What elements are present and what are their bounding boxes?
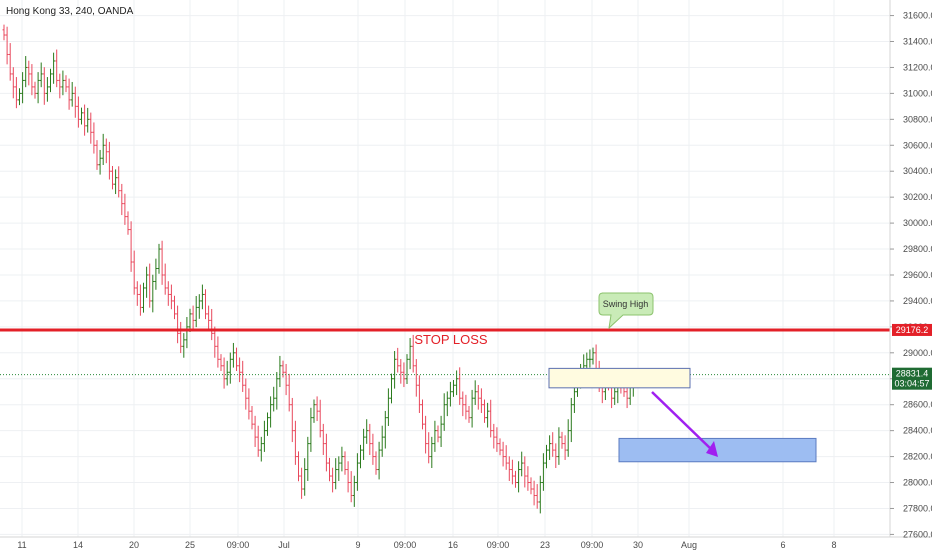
y-tick-label: 30200.0	[903, 192, 932, 202]
y-tick-label: 28600.0	[903, 400, 932, 410]
y-tick-label: 30000.0	[903, 218, 932, 228]
y-tick-label: 29800.0	[903, 244, 932, 254]
x-tick-label: 6	[780, 540, 785, 550]
current-price-label: 28831.4	[896, 369, 929, 379]
stop-loss-label: STOP LOSS	[414, 332, 488, 347]
x-tick-label: 30	[633, 540, 643, 550]
y-tick-label: 31600.0	[903, 11, 932, 21]
x-tick-label: 9	[355, 540, 360, 550]
overlay-layer: STOP LOSS Swing High	[0, 292, 890, 463]
swing-high-label: Swing High	[603, 299, 649, 309]
stop-loss-price-label: 29176.2	[896, 325, 929, 335]
stop-loss-price-tag	[892, 323, 932, 336]
x-tick-label: Aug	[681, 540, 697, 550]
candlestick-series	[2, 24, 635, 514]
target-box[interactable]	[618, 437, 817, 463]
countdown-label: 03:04:57	[894, 379, 929, 389]
y-tick-label: 27600.0	[903, 529, 932, 539]
x-tick-label: 14	[73, 540, 83, 550]
arrow-head	[706, 441, 718, 457]
callout-bubble	[598, 292, 654, 330]
y-tick-label: 30600.0	[903, 140, 932, 150]
x-tick-label: 25	[185, 540, 195, 550]
y-tick-label: 27800.0	[903, 503, 932, 513]
x-tick-label: 09:00	[487, 540, 510, 550]
x-tick-label: 8	[831, 540, 836, 550]
swing-high-callout[interactable]: Swing High	[598, 292, 654, 330]
y-tick-label: 31000.0	[903, 88, 932, 98]
y-axis-panel[interactable]	[890, 0, 932, 550]
y-tick-label: 29000.0	[903, 348, 932, 358]
y-tick-label: 30400.0	[903, 166, 932, 176]
consolidation-box[interactable]	[548, 367, 691, 389]
x-tick-label: 16	[448, 540, 458, 550]
x-tick-label: 23	[540, 540, 550, 550]
x-tick-label: 09:00	[394, 540, 417, 550]
y-tick-label: 28200.0	[903, 452, 932, 462]
y-tick-label: 28000.0	[903, 478, 932, 488]
y-tick-label: 28400.0	[903, 426, 932, 436]
x-tick-label: Jul	[278, 540, 290, 550]
x-tick-label: 09:00	[227, 540, 250, 550]
x-tick-label: 11	[17, 540, 26, 550]
y-tick-label: 29600.0	[903, 270, 932, 280]
x-tick-label: 20	[129, 540, 139, 550]
x-tick-label: 09:00	[581, 540, 604, 550]
y-tick-label: 31400.0	[903, 37, 932, 47]
y-tick-label: 30800.0	[903, 114, 932, 124]
chart-title: Hong Kong 33, 240, OANDA	[6, 6, 134, 17]
projection-arrow[interactable]	[651, 391, 718, 457]
current-price-tag	[892, 367, 932, 390]
y-tick-label: 31200.0	[903, 62, 932, 72]
arrow-shaft	[651, 391, 713, 451]
y-tick-label: 29400.0	[903, 296, 932, 306]
